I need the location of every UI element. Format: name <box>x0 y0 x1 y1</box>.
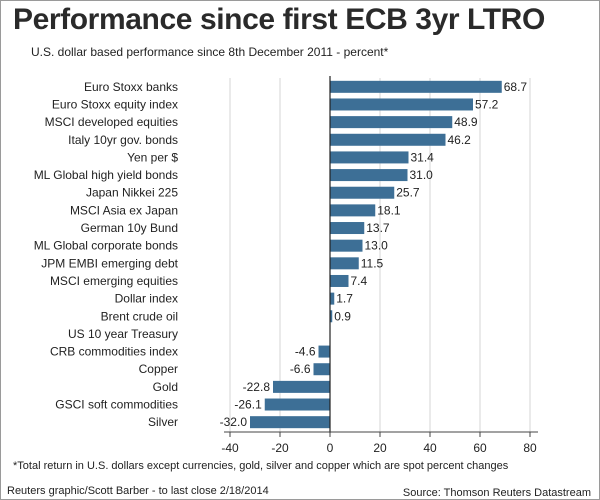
category-label: Silver <box>148 415 178 429</box>
x-tick-label: 60 <box>473 441 487 455</box>
category-label: Yen per $ <box>127 150 178 164</box>
bar <box>330 169 408 182</box>
credit-line: Reuters graphic/Scott Barber - to last c… <box>7 485 269 497</box>
value-label: 18.1 <box>377 203 401 217</box>
x-tick-label: 80 <box>523 441 537 455</box>
chart-subtitle: U.S. dollar based performance since 8th … <box>31 45 389 59</box>
category-label: Italy 10yr gov. bonds <box>68 133 178 147</box>
bar <box>330 204 376 217</box>
x-tick-label: 0 <box>327 441 334 455</box>
category-label: US 10 year Treasury <box>68 327 178 341</box>
value-label: 25.7 <box>396 186 420 200</box>
category-label: Copper <box>139 362 178 376</box>
category-label: German 10y Bund <box>81 221 178 235</box>
category-label: JPM EMBI emerging debt <box>41 256 178 270</box>
value-label: 31.4 <box>411 150 435 164</box>
bar <box>250 416 330 429</box>
bar <box>330 222 365 235</box>
value-label: 11.5 <box>361 256 384 270</box>
bar <box>330 274 349 287</box>
bar <box>330 239 363 252</box>
bar <box>318 345 330 358</box>
bar <box>330 186 395 199</box>
bar <box>313 363 330 376</box>
value-label: 46.2 <box>448 133 472 147</box>
x-tick-label: -40 <box>221 441 239 455</box>
category-label: CRB commodities index <box>50 345 178 359</box>
bar <box>330 80 502 93</box>
x-tick-label: 40 <box>423 441 437 455</box>
value-label: 68.7 <box>504 80 528 94</box>
chart-title: Performance since first ECB 3yr LTRO <box>13 3 545 36</box>
bar <box>330 98 473 111</box>
footnote: *Total return in U.S. dollars except cur… <box>13 460 509 472</box>
value-label: 57.2 <box>475 97 499 111</box>
category-label: Japan Nikkei 225 <box>86 186 178 200</box>
category-label: MSCI Asia ex Japan <box>70 203 178 217</box>
category-label: Euro Stoxx equity index <box>52 97 178 111</box>
value-label: -6.6 <box>290 362 311 376</box>
bar <box>330 151 409 164</box>
bar <box>330 257 359 270</box>
value-label: -22.8 <box>243 380 271 394</box>
x-tick-label: 20 <box>373 441 387 455</box>
value-label: 13.7 <box>366 221 390 235</box>
bar <box>330 133 446 146</box>
value-label: -32.0 <box>220 415 248 429</box>
value-label: -4.6 <box>295 345 316 359</box>
bar <box>273 380 330 393</box>
value-label: 7.4 <box>351 274 368 288</box>
bar <box>264 398 330 411</box>
category-label: Euro Stoxx banks <box>84 80 178 94</box>
bar <box>330 116 453 129</box>
category-label: Brent crude oil <box>101 309 178 323</box>
source-line: Source: Thomson Reuters Datastream <box>402 487 591 499</box>
category-label: MSCI developed equities <box>45 115 178 129</box>
bar <box>330 292 335 305</box>
bar <box>330 310 333 323</box>
category-label: MSCI emerging equities <box>50 274 178 288</box>
value-label: 1.7 <box>336 292 353 306</box>
category-label: ML Global high yield bonds <box>34 168 178 182</box>
category-label: ML Global corporate bonds <box>34 239 178 253</box>
category-label: GSCI soft commodities <box>55 398 178 412</box>
value-label: 0.9 <box>334 309 351 323</box>
value-label: -26.1 <box>234 398 262 412</box>
value-label: 31.0 <box>410 168 434 182</box>
value-label: 13.0 <box>365 239 389 253</box>
x-tick-label: -20 <box>271 441 289 455</box>
category-label: Dollar index <box>115 292 178 306</box>
value-label: 48.9 <box>454 115 478 129</box>
category-label: Gold <box>153 380 178 394</box>
